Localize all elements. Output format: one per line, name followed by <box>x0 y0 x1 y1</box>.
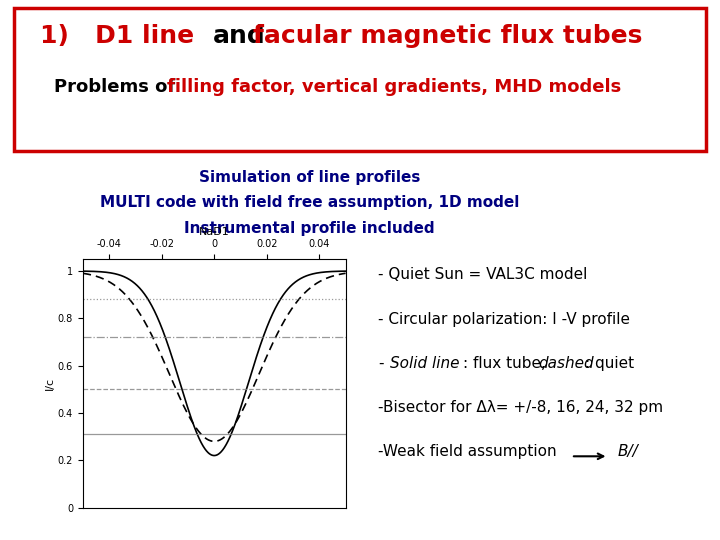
Title: NaD1: NaD1 <box>199 227 230 237</box>
Text: Instrumental profile included: Instrumental profile included <box>184 221 435 236</box>
Text: Solid line: Solid line <box>390 356 460 371</box>
Text: filling factor, vertical gradients, MHD models: filling factor, vertical gradients, MHD … <box>167 78 621 96</box>
Text: -Weak field assumption: -Weak field assumption <box>378 444 557 460</box>
Text: 1)   D1 line: 1) D1 line <box>40 24 194 48</box>
Text: Problems of: Problems of <box>54 78 181 96</box>
Text: : quiet: : quiet <box>585 356 634 371</box>
Y-axis label: I/c: I/c <box>45 377 55 390</box>
Text: and: and <box>212 24 265 48</box>
Text: facular magnetic flux tubes: facular magnetic flux tubes <box>253 24 643 48</box>
Text: - Quiet Sun = VAL3C model: - Quiet Sun = VAL3C model <box>378 267 588 282</box>
Text: - Circular polarization: I -V profile: - Circular polarization: I -V profile <box>378 312 630 327</box>
Text: -Bisector for Δλ= +/-8, 16, 24, 32 pm: -Bisector for Δλ= +/-8, 16, 24, 32 pm <box>378 400 663 415</box>
Text: MULTI code with field free assumption, 1D model: MULTI code with field free assumption, 1… <box>100 195 519 211</box>
Text: dashed: dashed <box>538 356 593 371</box>
Text: : flux tube,: : flux tube, <box>463 356 551 371</box>
Text: -: - <box>378 356 384 371</box>
Text: Simulation of line profiles: Simulation of line profiles <box>199 170 420 185</box>
Text: B//: B// <box>618 444 639 460</box>
